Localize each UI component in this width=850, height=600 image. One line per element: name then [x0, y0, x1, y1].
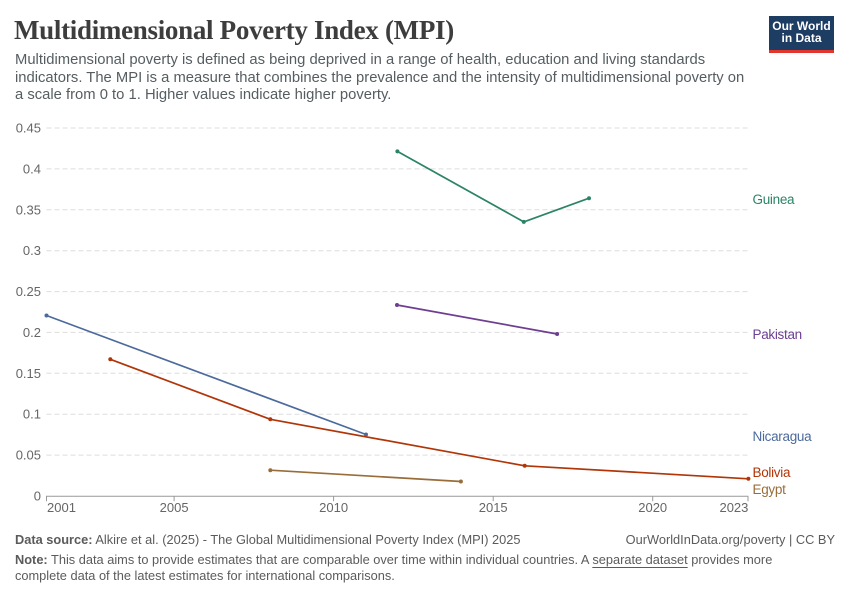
svg-text:Bolivia: Bolivia: [753, 465, 791, 480]
svg-text:2015: 2015: [479, 500, 508, 515]
svg-text:2010: 2010: [319, 500, 348, 515]
svg-text:0.1: 0.1: [23, 407, 41, 422]
svg-text:0.3: 0.3: [23, 243, 41, 258]
svg-text:0.15: 0.15: [16, 366, 41, 381]
svg-text:0.4: 0.4: [23, 161, 41, 176]
svg-text:Pakistan: Pakistan: [753, 327, 802, 342]
svg-text:0: 0: [34, 489, 41, 504]
svg-text:2005: 2005: [160, 500, 189, 515]
svg-text:2020: 2020: [638, 500, 667, 515]
svg-text:Nicaragua: Nicaragua: [753, 429, 813, 444]
svg-text:0.2: 0.2: [23, 325, 41, 340]
svg-text:Egypt: Egypt: [753, 482, 787, 497]
svg-text:Guinea: Guinea: [753, 192, 796, 207]
svg-text:0.45: 0.45: [16, 121, 41, 136]
svg-text:0.35: 0.35: [16, 202, 41, 217]
svg-text:2023: 2023: [719, 500, 748, 515]
svg-text:2001: 2001: [47, 500, 76, 515]
svg-text:0.25: 0.25: [16, 284, 41, 299]
svg-text:0.05: 0.05: [16, 448, 41, 463]
